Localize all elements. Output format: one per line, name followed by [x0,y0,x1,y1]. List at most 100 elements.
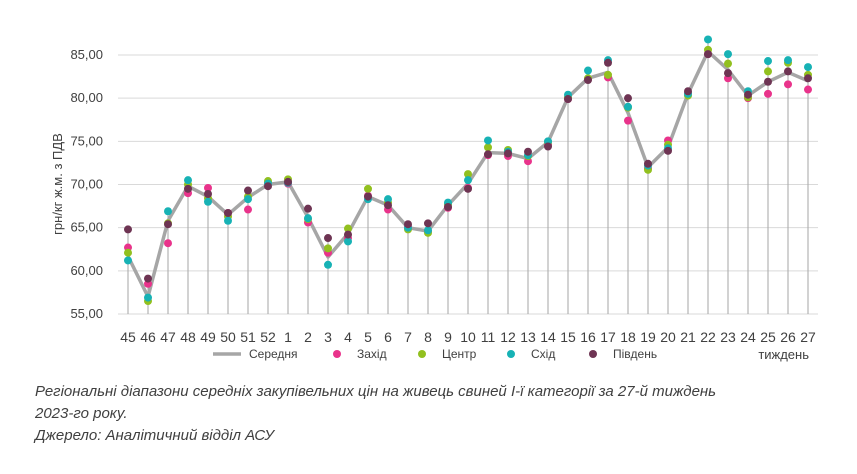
x-tick-label: 22 [700,329,716,345]
data-point-series-2 [484,143,492,152]
y-axis-label: грн/кг ж.м. з ПДВ [50,133,65,235]
y-tick-label: 55,00 [70,306,103,321]
legend-swatch-marker [333,350,341,358]
data-point-series-4 [304,204,312,213]
data-point-series-4 [464,184,472,193]
data-point-series-2 [724,59,732,68]
x-tick-label: 16 [580,329,596,345]
data-point-series-4 [184,184,192,193]
x-tick-label: 26 [780,329,796,345]
data-point-series-3 [584,66,592,75]
x-tick-label: 12 [500,329,516,345]
data-point-series-2 [324,244,332,253]
data-point-series-3 [204,197,212,206]
x-tick-label: 51 [240,329,256,345]
data-point-series-3 [164,207,172,216]
data-point-series-3 [144,293,152,302]
x-tick-label: 27 [800,329,816,345]
x-tick-label: 7 [404,329,412,345]
data-point-series-3 [704,35,712,44]
data-point-series-3 [764,57,772,66]
drop-lines [127,39,809,314]
data-point-series-3 [304,214,312,223]
data-point-series-4 [384,201,392,210]
x-tick-label: 46 [140,329,156,345]
data-point-series-4 [744,90,752,99]
y-tick-label: 85,00 [70,47,103,62]
y-tick-label: 80,00 [70,90,103,105]
data-point-series-1 [624,116,632,125]
data-point-series-2 [364,184,372,193]
x-axis-ticks: 45 46 47 48 49 50 51 52 1 2 3 4 5 6 7 8 9 10 11 12 13 14 15 16 1… [120,329,816,345]
caption-line-2: 2023-го року. [35,405,128,422]
data-point-series-3 [384,195,392,204]
data-point-series-4 [804,74,812,83]
data-point-series-1 [784,80,792,89]
x-tick-label: 49 [200,329,216,345]
x-tick-label: 5 [364,329,372,345]
data-point-series-4 [604,58,612,67]
data-point-series-3 [244,195,252,204]
data-point-series-4 [784,67,792,76]
legend-label: Центр [442,347,477,361]
data-point-series-1 [804,85,812,94]
data-point-series-4 [484,150,492,159]
x-tick-label: 20 [660,329,676,345]
data-point-series-4 [584,76,592,85]
x-tick-label: 11 [481,329,496,345]
x-tick-label: 25 [760,329,776,345]
x-tick-label: 1 [284,329,292,345]
y-tick-label: 65,00 [70,220,103,235]
data-point-series-2 [764,67,772,76]
data-point-series-3 [344,237,352,246]
data-point-series-3 [724,50,732,59]
y-tick-label: 60,00 [70,263,103,278]
data-point-series-3 [784,56,792,65]
x-tick-label: 15 [560,329,576,345]
data-point-series-3 [464,176,472,185]
x-tick-label: 24 [740,329,756,345]
data-point-series-2 [464,170,472,179]
x-tick-label: 9 [444,329,452,345]
data-point-series-2 [124,248,132,257]
data-point-series-4 [524,147,532,156]
legend-label: Південь [613,347,657,361]
x-axis-label: тиждень [758,347,809,362]
data-point-series-1 [164,239,172,248]
x-tick-label: 19 [640,329,656,345]
legend-label: Середня [249,347,298,361]
data-point-series-2 [604,70,612,79]
x-tick-label: 21 [680,329,696,345]
data-point-series-4 [664,146,672,155]
x-tick-label: 6 [384,329,392,345]
legend-label: Схід [531,347,555,361]
data-point-series-4 [564,95,572,104]
data-point-series-4 [504,149,512,158]
legend-label: Захід [357,347,387,361]
data-point-series-4 [124,225,132,234]
data-point-series-1 [244,205,252,214]
x-tick-label: 13 [520,329,536,345]
x-tick-label: 8 [424,329,432,345]
data-point-series-3 [124,256,132,265]
data-point-series-4 [164,220,172,229]
y-tick-label: 75,00 [70,133,103,148]
data-point-series-4 [404,220,412,229]
x-tick-label: 45 [120,329,136,345]
caption-source: Джерело: Аналітичний відділ АСУ [35,427,274,444]
data-point-series-4 [264,182,272,191]
x-tick-label: 3 [324,329,332,345]
x-tick-label: 50 [220,329,236,345]
series-markers [124,35,812,306]
x-tick-label: 52 [260,329,276,345]
data-point-series-3 [624,102,632,111]
x-tick-label: 17 [600,329,616,345]
x-tick-label: 47 [160,329,176,345]
data-point-series-4 [644,159,652,168]
data-point-series-3 [184,176,192,185]
x-tick-label: 14 [540,329,556,345]
data-point-series-1 [764,89,772,98]
data-point-series-4 [764,77,772,86]
data-point-series-3 [424,226,432,235]
